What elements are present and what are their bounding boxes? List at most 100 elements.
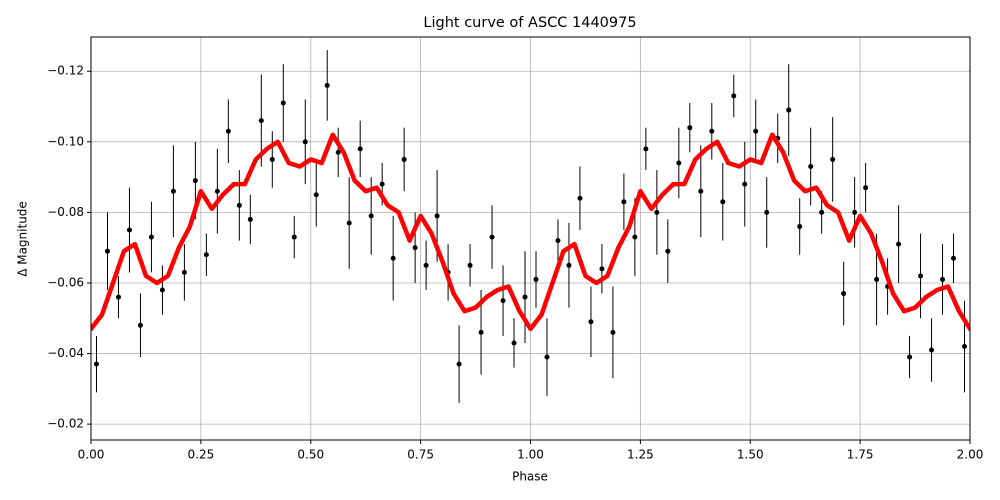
data-point: [137, 322, 143, 328]
data-point: [643, 146, 649, 152]
data-point: [951, 255, 957, 261]
data-point: [423, 262, 429, 268]
data-point: [148, 234, 154, 240]
ticks: 0.00 0.25 0.50 0.75 1.00 1.25 1.50 1.75 2.00 −0.0…: [47, 64, 983, 462]
x-tick-label: 2.00: [957, 448, 984, 462]
data-point: [258, 118, 264, 124]
x-tick-label: 1.25: [627, 448, 654, 462]
data-point: [478, 329, 484, 335]
data-point: [786, 107, 792, 113]
data-point: [467, 262, 473, 268]
data-point: [753, 128, 759, 134]
x-tick-label: 0.25: [188, 448, 215, 462]
data-point: [731, 93, 737, 99]
data-point: [687, 125, 693, 131]
data-point: [269, 156, 275, 162]
data-point: [104, 248, 110, 254]
data-point: [632, 234, 638, 240]
data-point: [819, 209, 825, 215]
data-point: [852, 209, 858, 215]
data-point: [126, 227, 132, 233]
data-point: [489, 234, 495, 240]
data-point: [698, 188, 704, 194]
data-point: [346, 220, 352, 226]
data-point: [896, 241, 902, 247]
data-point: [720, 199, 726, 205]
data-point: [291, 234, 297, 240]
grid: [90, 37, 971, 440]
x-tick-label: 1.75: [847, 448, 874, 462]
data-point: [324, 82, 330, 88]
data-point: [390, 255, 396, 261]
y-tick-label: −0.08: [47, 205, 84, 219]
data-point: [500, 298, 506, 304]
data-point: [335, 149, 341, 155]
data-point: [379, 181, 385, 187]
data-point: [940, 276, 946, 282]
data-point: [841, 291, 847, 297]
chart-title: Light curve of ASCC 1440975: [423, 15, 636, 31]
x-tick-label: 0.00: [78, 448, 105, 462]
data-point: [412, 245, 418, 251]
data-point: [401, 156, 407, 162]
y-tick-label: −0.02: [47, 417, 84, 431]
data-point: [159, 287, 165, 293]
y-tick-label: −0.12: [47, 64, 84, 78]
data-point: [115, 294, 121, 300]
data-point: [863, 185, 869, 191]
y-tick-label: −0.10: [47, 134, 84, 148]
data-point: [302, 139, 308, 145]
smoothed-curve: [91, 132, 970, 332]
data-point: [434, 213, 440, 219]
data-point: [676, 160, 682, 166]
data-point: [610, 329, 616, 335]
data-point: [203, 252, 209, 258]
data-point: [313, 192, 319, 198]
data-point: [511, 340, 517, 346]
x-tick-label: 0.75: [407, 448, 434, 462]
data-point: [225, 128, 231, 134]
data-point: [192, 178, 198, 184]
data-point: [544, 354, 550, 360]
data-point: [368, 213, 374, 219]
data-point: [533, 276, 539, 282]
data-point: [456, 361, 462, 367]
data-point: [236, 202, 242, 208]
data-point: [522, 294, 528, 300]
data-point: [357, 146, 363, 152]
data-point: [874, 276, 880, 282]
x-axis-label: Phase: [512, 470, 548, 484]
data-point: [797, 224, 803, 230]
y-axis-label: Δ Magnitude: [16, 201, 30, 277]
plot-area: [91, 50, 970, 403]
data-point: [93, 361, 99, 367]
data-point: [907, 354, 913, 360]
y-tick-label: −0.06: [47, 275, 84, 289]
data-point: [808, 164, 814, 170]
x-tick-label: 1.50: [737, 448, 764, 462]
data-point: [709, 128, 715, 134]
data-point: [577, 195, 583, 201]
data-point: [764, 209, 770, 215]
data-point: [929, 347, 935, 353]
data-point: [830, 156, 836, 162]
data-point: [588, 319, 594, 325]
data-point: [962, 343, 968, 349]
data-point: [742, 181, 748, 187]
data-point: [247, 216, 253, 222]
x-tick-label: 1.00: [517, 448, 544, 462]
data-point: [918, 273, 924, 279]
data-point: [566, 262, 572, 268]
data-point: [170, 188, 176, 194]
y-tick-label: −0.04: [47, 346, 84, 360]
x-tick-label: 0.50: [297, 448, 324, 462]
data-point: [214, 188, 220, 194]
data-point: [654, 209, 660, 215]
data-point: [555, 238, 561, 244]
data-point: [181, 269, 187, 275]
data-point: [665, 248, 671, 254]
data-point: [621, 199, 627, 205]
data-point: [599, 266, 605, 272]
